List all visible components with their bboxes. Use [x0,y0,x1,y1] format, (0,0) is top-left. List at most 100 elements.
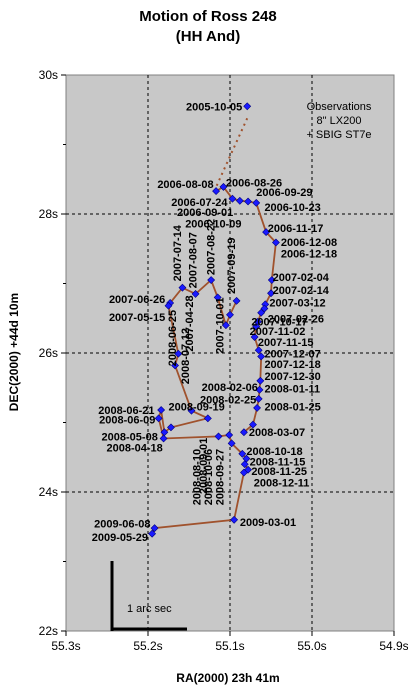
data-point [252,198,261,207]
date-label: 2008-08-10 [191,449,203,505]
x-tick-label: 55.0s [297,639,326,653]
date-label: 2007-12-07 [264,349,320,361]
date-label: 2007-11-02 [250,326,306,338]
x-tick-label: 55.2s [133,639,162,653]
data-point [271,238,280,247]
date-label: 2006-11-17 [268,223,324,235]
date-label: 2008-09-27 [214,449,226,505]
date-label: 2006-12-18 [281,249,337,261]
data-point [228,194,237,203]
data-point [267,276,276,284]
date-label: 2008-03-07 [249,427,305,439]
data-point [232,296,241,305]
y-tick-label: 24s [39,485,58,499]
date-label: 2007-02-14 [273,285,330,297]
data-point [243,102,252,111]
date-label: 2007-07-14 [172,224,184,281]
observations-note-line-1: Observations [307,101,372,113]
date-label: 2008-09-01 [198,438,210,494]
series-points [148,102,280,538]
data-point [212,187,220,195]
date-label: 2007-08-22 [205,219,217,275]
data-point [167,423,175,432]
date-label: 2007-03-12 [269,297,325,309]
data-point [214,432,223,441]
date-label: 2007-10-17 [251,317,307,329]
date-label: 2007-02-04 [273,272,330,284]
date-label: 2008-06-09 [99,415,155,427]
data-point [254,394,263,403]
date-label: 2008-05-08 [102,431,158,443]
data-point [238,449,247,458]
data-point [257,352,266,361]
grid [66,75,394,631]
date-label: 2008-12-11 [254,477,310,489]
data-point [257,308,266,317]
data-point [221,321,230,330]
date-label: 2007-11-15 [258,337,314,349]
x-axis-label: RA(2000) 23h 41m [176,671,279,685]
data-point [260,304,269,313]
x-tick-label: 55.3s [51,639,80,653]
date-label: 2009-06-08 [94,518,150,530]
data-point [187,406,196,415]
data-point [219,182,228,191]
data-point [213,293,222,302]
observations-note-line-2: 8" LX200 [317,115,362,127]
trend-dotted-line [215,117,249,188]
date-label: 2008-01-11 [264,383,320,395]
data-point [159,434,168,443]
date-label: 2009-03-01 [240,517,296,529]
date-label: 2006-10-23 [264,202,320,214]
date-label: 2008-11-25 [251,466,307,478]
y-tick-label: 30s [39,68,58,82]
data-point [250,333,259,341]
data-point [207,276,216,284]
data-point [191,290,200,298]
y-axis-label: DEC(2000) +44d 10m [7,293,21,411]
data-point [255,385,264,394]
date-label: 2007-09-19 [226,238,238,294]
data-point [226,310,234,319]
data-point [227,439,236,448]
scale-bar-label: 1 arc sec [127,603,172,615]
data-point [164,301,173,310]
date-label: 2006-12-08 [281,237,337,249]
date-label: 2007-06-26 [109,294,165,306]
date-label: 2005-10-05 [186,101,242,113]
data-point [262,228,271,236]
data-point [235,196,244,205]
date-label: 2007-10-01 [214,297,226,353]
date-label: 2008-09-19 [169,402,225,414]
data-point [240,460,249,469]
date-label: 2008-02-25 [200,395,256,407]
y-tick-label: 28s [39,207,58,221]
date-annotations: 2005-10-05 2006-08-08 2006-08-262006-09-29… [92,101,337,544]
date-label: 2007-08-07 [187,232,199,288]
date-label: 2007-02-26 [268,313,324,325]
data-point [203,414,212,423]
date-label: 2007-04-28 [184,295,196,351]
date-label: 2008-06-25 [167,310,179,366]
y-tick-label: 26s [39,346,58,360]
date-label: 2008-01-25 [264,402,320,414]
y-tick-label: 22s [39,624,58,638]
chart-title-line-1: Motion of Ross 248 [139,8,277,25]
data-point [253,403,261,412]
date-label: 2006-09-29 [256,187,312,199]
data-point [240,468,248,477]
data-point [178,283,187,292]
date-label: 2008-04-18 [106,443,162,455]
date-label: 2008-06-21 [98,405,154,417]
data-point [171,361,179,370]
data-point [254,346,263,355]
date-label: 2008-10-18 [246,446,302,458]
date-label: 2006-10-09 [185,219,241,231]
date-label: 2007-05-15 [109,312,165,324]
date-label: 2006-07-24 [171,197,228,209]
data-point [230,515,239,524]
data-point [240,428,248,437]
data-point [157,406,166,414]
